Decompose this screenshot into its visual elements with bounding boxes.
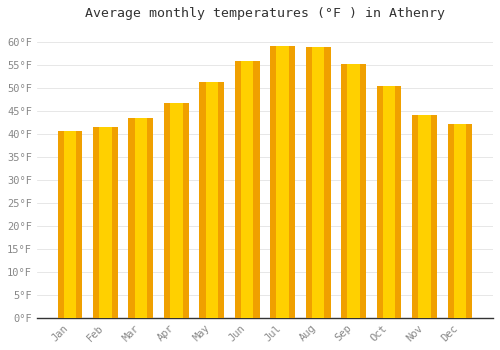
Bar <box>93 127 118 318</box>
Bar <box>306 47 330 318</box>
Bar <box>235 61 260 318</box>
Bar <box>170 104 182 318</box>
Bar <box>128 118 154 318</box>
Bar <box>200 82 224 318</box>
Bar <box>448 124 472 318</box>
Bar <box>270 46 295 318</box>
Bar <box>412 114 437 318</box>
Bar <box>206 82 218 318</box>
Bar <box>348 64 360 318</box>
Title: Average monthly temperatures (°F ) in Athenry: Average monthly temperatures (°F ) in At… <box>85 7 445 20</box>
Bar <box>99 127 112 318</box>
Bar <box>418 114 430 318</box>
Bar <box>164 104 188 318</box>
Bar <box>64 131 76 318</box>
Bar <box>312 47 324 318</box>
Bar <box>341 64 366 318</box>
Bar <box>134 118 147 318</box>
Bar <box>383 85 395 318</box>
Bar <box>276 46 289 318</box>
Bar <box>454 124 466 318</box>
Bar <box>58 131 82 318</box>
Bar <box>376 85 402 318</box>
Bar <box>241 61 254 318</box>
